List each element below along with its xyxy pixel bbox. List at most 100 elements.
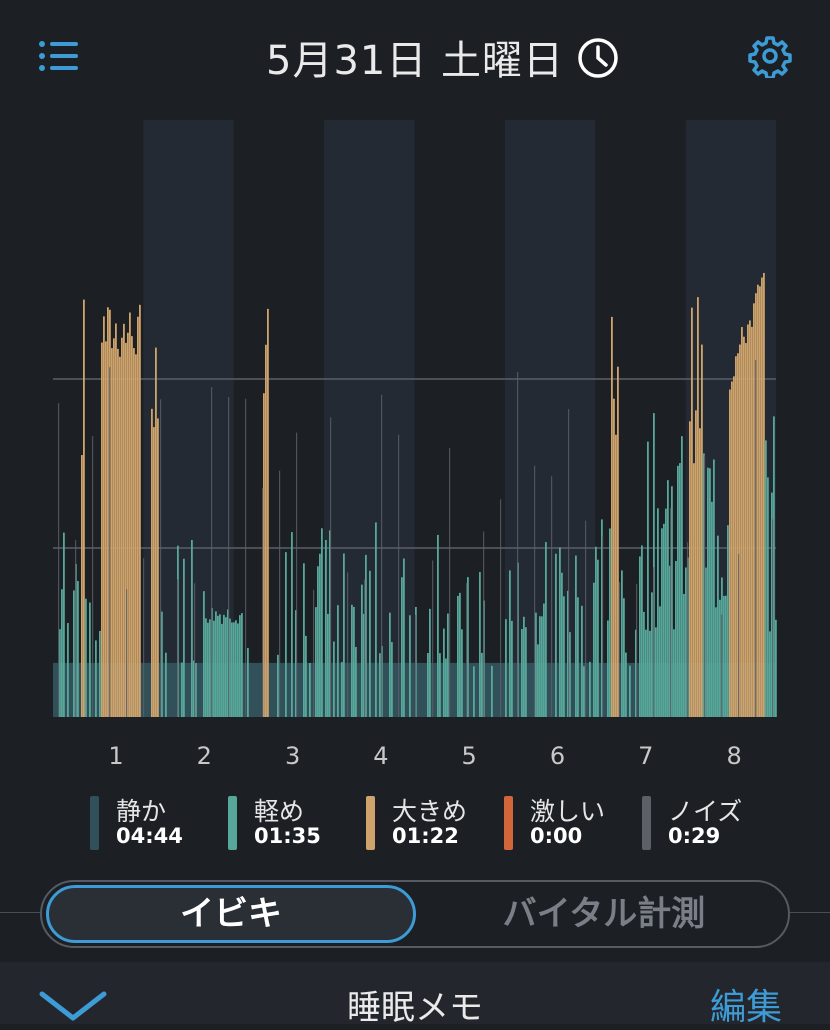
snore-bar: [379, 653, 381, 717]
snore-bar: [63, 532, 65, 717]
snore-bar: [723, 595, 725, 717]
snore-bar: [129, 312, 131, 717]
snore-bar: [691, 307, 693, 717]
noise-bar: [109, 367, 111, 717]
snore-bar: [155, 347, 157, 717]
legend-swatch: [504, 796, 513, 850]
hour-band: [504, 120, 596, 717]
gear-icon[interactable]: [748, 34, 792, 80]
snore-bar: [745, 343, 747, 717]
snore-bar: [525, 627, 527, 717]
noise-bar: [75, 540, 77, 717]
snore-bar: [437, 534, 439, 717]
x-tick-label: 6: [550, 742, 565, 770]
snore-bar: [365, 554, 367, 717]
snore-bar: [511, 620, 513, 717]
snore-bar: [277, 654, 279, 717]
snore-bar: [669, 565, 671, 717]
snore-bar: [133, 348, 135, 717]
noise-bar: [602, 536, 604, 717]
noise-bar: [517, 371, 519, 717]
snore-bar: [657, 508, 659, 717]
snore-bar: [681, 436, 683, 717]
edit-button[interactable]: 編集: [710, 987, 783, 1028]
snore-bar: [679, 463, 681, 717]
snore-bar: [59, 629, 61, 717]
snore-bar: [309, 663, 311, 717]
legend-label: ノイズ: [668, 797, 743, 826]
list-icon[interactable]: [38, 38, 80, 74]
snore-bar: [401, 577, 403, 717]
snore-bar: [81, 455, 83, 717]
noise-bar: [143, 558, 145, 717]
snore-bar: [569, 632, 571, 717]
noise-bar: [704, 455, 706, 717]
snore-bar: [737, 353, 739, 717]
snore-bar: [709, 468, 711, 717]
snore-bar: [653, 413, 655, 717]
legend-swatch: [642, 796, 651, 850]
snore-bar: [291, 532, 293, 717]
snore-bar: [673, 629, 675, 717]
legend-label: 激しい: [530, 797, 606, 826]
tab-snoring[interactable]: イビキ: [46, 885, 416, 943]
snore-bar: [403, 558, 405, 717]
snore-bar: [207, 622, 209, 717]
snore-bar: [555, 553, 557, 717]
noise-bar: [177, 579, 179, 717]
snore-bar: [481, 652, 483, 717]
snore-bar: [757, 284, 759, 717]
snore-bar: [161, 611, 163, 717]
snore-bar: [747, 324, 749, 717]
chevron-down-icon[interactable]: [38, 988, 108, 1024]
snore-bar: [89, 602, 91, 717]
snore-bar: [447, 613, 449, 717]
snore-bar: [239, 615, 241, 717]
snore-bar: [693, 463, 695, 717]
snore-bar: [741, 327, 743, 717]
x-tick-label: 1: [108, 742, 123, 770]
noise-bar: [466, 583, 468, 717]
snore-bar: [719, 599, 721, 717]
snore-bar: [121, 337, 123, 717]
snore-bar: [391, 642, 393, 717]
noise-bar: [296, 432, 298, 717]
noise-bar: [228, 397, 230, 717]
snore-bar: [535, 612, 537, 717]
snore-bar: [773, 416, 775, 717]
snore-bar: [589, 661, 591, 717]
snore-bar: [459, 592, 461, 717]
snore-bar: [713, 459, 715, 717]
snore-bar: [83, 299, 85, 717]
snore-bar: [445, 658, 447, 717]
snore-bar: [645, 629, 647, 717]
noise-bar: [364, 579, 366, 717]
snore-bar: [771, 492, 773, 717]
snore-bar: [597, 559, 599, 717]
snore-bar: [285, 552, 287, 717]
snore-bar: [739, 344, 741, 717]
snore-bar: [131, 336, 133, 717]
snore-bar: [765, 440, 767, 717]
snore-bar: [725, 595, 727, 717]
snore-bar: [127, 332, 129, 717]
noise-bar: [619, 582, 621, 717]
snore-bar: [701, 344, 703, 717]
snore-bar: [647, 441, 649, 717]
snore-bar: [705, 567, 707, 717]
clock-icon[interactable]: [576, 36, 620, 80]
snore-bar: [105, 341, 107, 717]
snore-bar: [153, 427, 155, 717]
snore-bar: [361, 584, 363, 717]
snore-bar: [151, 408, 153, 717]
snore-bar: [593, 582, 595, 717]
tab-vitals[interactable]: バイタル計測: [502, 894, 706, 934]
snore-bar: [649, 630, 651, 717]
snore-bar: [319, 553, 321, 717]
noise-bar: [483, 531, 485, 717]
snore-bar: [229, 618, 231, 717]
noise-bar: [211, 387, 213, 717]
noise-bar: [721, 614, 723, 717]
snore-bar: [263, 393, 265, 717]
noise-bar: [738, 554, 740, 717]
